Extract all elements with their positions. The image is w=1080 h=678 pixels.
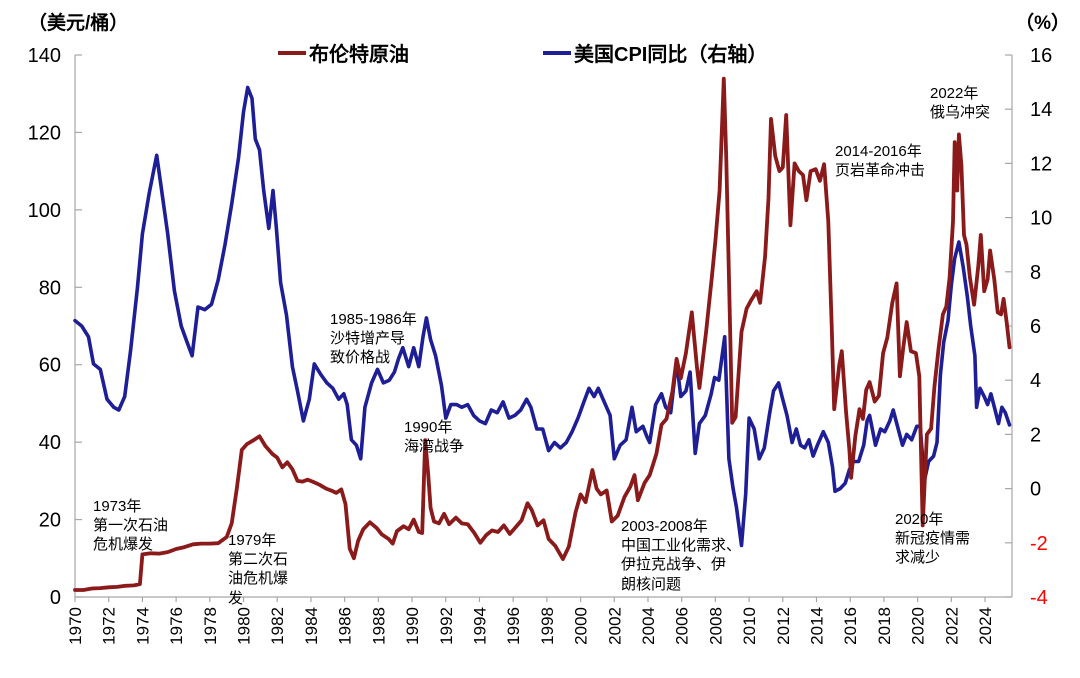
- svg-text:2016: 2016: [841, 607, 860, 645]
- svg-text:1976: 1976: [167, 607, 186, 645]
- svg-text:0: 0: [50, 587, 61, 609]
- right-axis-unit-label: （%）: [1015, 13, 1070, 34]
- annotation-4: 2003-2008年 中国工业化需求、 伊拉克战争、伊 朗核问题: [621, 518, 742, 593]
- annotation-2: 1985-1986年 沙特增产导 致价格战: [330, 311, 417, 367]
- annotation-5: 2014-2016年 页岩革命冲击: [835, 143, 926, 180]
- svg-text:2006: 2006: [673, 607, 692, 645]
- svg-text:2014: 2014: [808, 607, 827, 645]
- svg-text:2020: 2020: [909, 607, 928, 645]
- svg-text:1982: 1982: [268, 607, 287, 645]
- svg-text:1994: 1994: [470, 607, 489, 645]
- svg-text:100: 100: [28, 200, 61, 222]
- annotation-7: 2022年 俄乌冲突: [930, 85, 991, 122]
- svg-text:14: 14: [1030, 99, 1052, 121]
- legend-label-brent: 布伦特原油: [309, 44, 409, 66]
- svg-text:10: 10: [1030, 208, 1052, 230]
- svg-text:2002: 2002: [605, 607, 624, 645]
- svg-text:6: 6: [1030, 316, 1041, 338]
- annotation-6: 2020年 新冠疫情需 求减少: [895, 511, 971, 567]
- svg-text:2008: 2008: [706, 607, 725, 645]
- svg-text:4: 4: [1030, 370, 1041, 392]
- annotation-1: 1979年 第二次石 油危机爆 发: [228, 532, 289, 607]
- legend-item-cpi: 美国CPI同比（右轴）: [543, 38, 767, 67]
- svg-text:1992: 1992: [437, 607, 456, 645]
- svg-text:80: 80: [39, 277, 61, 299]
- left-axis-unit-label: （美元/桶）: [28, 13, 129, 34]
- svg-text:1978: 1978: [201, 607, 220, 645]
- svg-text:20: 20: [39, 510, 61, 532]
- svg-text:2012: 2012: [774, 607, 793, 645]
- annotation-3: 1990年 海湾战争: [404, 419, 465, 456]
- svg-text:40: 40: [39, 432, 61, 454]
- svg-text:8: 8: [1030, 262, 1041, 284]
- left-axis-labels: 0 20 40 60 80 100 120 140: [28, 45, 61, 609]
- svg-text:2: 2: [1030, 424, 1041, 446]
- svg-text:140: 140: [28, 45, 61, 67]
- svg-text:2010: 2010: [740, 607, 759, 645]
- brent-line-swatch: [278, 50, 306, 55]
- svg-text:60: 60: [39, 355, 61, 377]
- svg-text:0: 0: [1030, 479, 1041, 501]
- svg-text:1972: 1972: [100, 607, 119, 645]
- annotation-0: 1973年 第一次石油 危机爆发: [93, 498, 169, 554]
- svg-text:1970: 1970: [66, 607, 85, 645]
- svg-text:1990: 1990: [403, 607, 422, 645]
- svg-text:1974: 1974: [133, 607, 152, 645]
- cpi-series-line: [73, 85, 1012, 548]
- svg-text:120: 120: [28, 122, 61, 144]
- svg-text:2024: 2024: [976, 607, 995, 645]
- legend-label-cpi: 美国CPI同比（右轴）: [574, 44, 768, 66]
- svg-text:2000: 2000: [572, 607, 591, 645]
- svg-text:2018: 2018: [875, 607, 894, 645]
- svg-text:12: 12: [1030, 153, 1052, 175]
- right-axis-labels: -4 -2 0 2 4 6 8 10 12 14 16: [1030, 45, 1052, 609]
- svg-text:-2: -2: [1030, 533, 1048, 555]
- svg-text:1998: 1998: [538, 607, 557, 645]
- svg-text:1984: 1984: [302, 607, 321, 645]
- svg-text:2022: 2022: [942, 607, 961, 645]
- axes: [74, 54, 1013, 602]
- svg-text:-4: -4: [1030, 587, 1048, 609]
- svg-text:1996: 1996: [504, 607, 523, 645]
- legend-item-brent: 布伦特原油: [278, 38, 409, 67]
- svg-text:2004: 2004: [639, 607, 658, 645]
- svg-text:1988: 1988: [369, 607, 388, 645]
- svg-text:16: 16: [1030, 45, 1052, 67]
- cpi-line-swatch: [543, 50, 571, 55]
- brent-series-line: [73, 76, 1012, 592]
- svg-text:1986: 1986: [336, 607, 355, 645]
- x-axis-labels: 1970 1972 1974 1976 1978 1980 1982 1984 1986 1988…: [66, 607, 995, 645]
- svg-text:1980: 1980: [235, 607, 254, 645]
